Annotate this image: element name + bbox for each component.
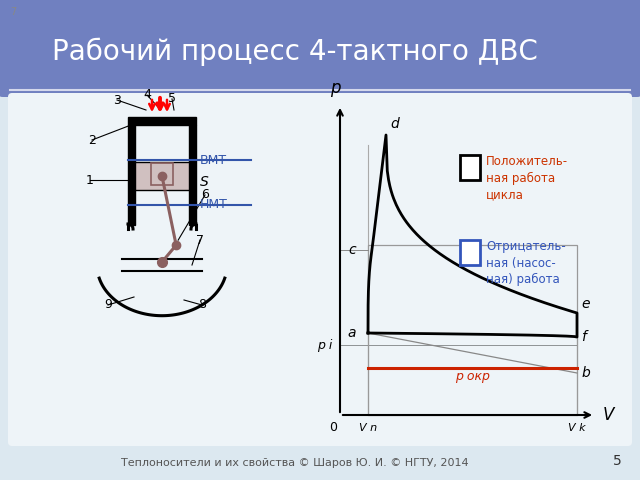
Text: 7: 7 bbox=[10, 7, 16, 17]
Text: V k: V k bbox=[568, 423, 586, 433]
Text: 3: 3 bbox=[113, 94, 121, 107]
Text: 1: 1 bbox=[86, 173, 94, 187]
Bar bbox=[189, 125, 196, 225]
Text: V n: V n bbox=[359, 423, 377, 433]
Text: c: c bbox=[348, 243, 356, 257]
Bar bbox=[460, 240, 480, 265]
FancyBboxPatch shape bbox=[0, 0, 640, 97]
Text: 5: 5 bbox=[168, 93, 176, 106]
Bar bbox=[135, 162, 189, 190]
Text: e: e bbox=[581, 297, 589, 311]
Text: p i: p i bbox=[317, 338, 332, 351]
Bar bbox=[368, 245, 577, 415]
Text: Отрицатель-
ная (насос-
ная) работа: Отрицатель- ная (насос- ная) работа bbox=[486, 240, 566, 286]
Text: 4: 4 bbox=[143, 88, 151, 101]
Text: Теплоносители и их свойства © Шаров Ю. И. © НГТУ, 2014: Теплоносители и их свойства © Шаров Ю. И… bbox=[121, 458, 469, 468]
Text: 5: 5 bbox=[613, 454, 622, 468]
Text: V: V bbox=[603, 406, 614, 424]
Text: 9: 9 bbox=[104, 299, 112, 312]
Bar bbox=[460, 155, 480, 180]
Text: 6: 6 bbox=[201, 189, 209, 202]
Text: p: p bbox=[330, 79, 340, 97]
Bar bbox=[128, 125, 135, 225]
Text: 0: 0 bbox=[329, 421, 337, 434]
Text: Рабочий процесс 4-тактного ДВС: Рабочий процесс 4-тактного ДВС bbox=[52, 38, 538, 66]
Text: a: a bbox=[348, 326, 356, 340]
Text: ВМТ: ВМТ bbox=[200, 154, 227, 167]
Bar bbox=[3, 70, 637, 90]
Text: S: S bbox=[200, 176, 209, 190]
Text: 8: 8 bbox=[198, 299, 206, 312]
Text: b: b bbox=[581, 366, 589, 380]
Text: 2: 2 bbox=[88, 133, 96, 146]
FancyBboxPatch shape bbox=[8, 93, 632, 446]
Text: 7: 7 bbox=[196, 233, 204, 247]
Text: НМТ: НМТ bbox=[200, 199, 228, 212]
Text: f: f bbox=[581, 330, 586, 344]
Text: р окр: р окр bbox=[454, 370, 490, 383]
Bar bbox=[128, 117, 196, 125]
Text: d: d bbox=[390, 117, 399, 131]
Bar bbox=[151, 163, 173, 185]
Text: Положитель-
ная работа
цикла: Положитель- ная работа цикла bbox=[486, 155, 568, 201]
